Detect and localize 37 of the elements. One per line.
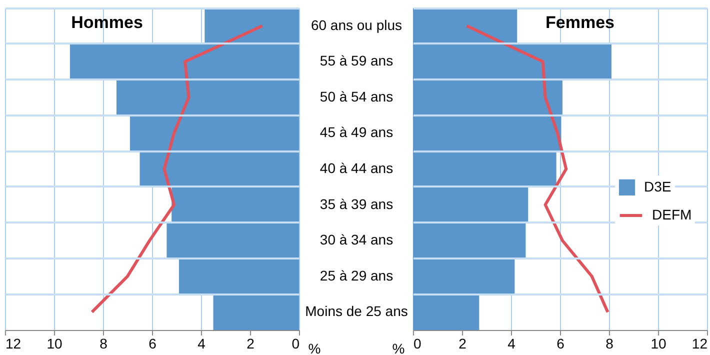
y-tick-label: 35 à 39 ans: [320, 196, 394, 212]
bar: [130, 115, 299, 152]
bar: [172, 186, 299, 223]
x-tick-label: 2: [246, 336, 255, 352]
x-axis-title: %: [392, 340, 405, 355]
y-tick-label: 50 à 54 ans: [320, 88, 394, 104]
x-tick-label: 8: [606, 336, 614, 352]
x-tick-label: 12: [692, 336, 708, 352]
chart-title: Femmes: [546, 13, 614, 32]
bar: [116, 80, 299, 116]
legend-label: DEFM: [652, 206, 692, 222]
x-tick-label: 4: [508, 336, 516, 352]
x-tick-label: 6: [556, 336, 565, 352]
x-tick-label: 4: [198, 336, 206, 352]
bar: [178, 258, 299, 294]
bar: [166, 222, 299, 258]
y-tick-label: 45 à 49 ans: [320, 124, 394, 140]
y-tick-label: 60 ans ou plus: [310, 16, 402, 33]
x-tick-label: 2: [458, 336, 467, 352]
y-tick-label: 25 à 29 ans: [320, 267, 394, 284]
bar: [70, 44, 299, 80]
x-tick-label: 10: [46, 336, 62, 352]
y-tick-label: Moins de 25 ans: [305, 303, 408, 320]
x-axis-title: %: [308, 340, 321, 355]
x-tick-label: 0: [292, 336, 300, 352]
x-tick-label: 6: [148, 336, 157, 352]
y-tick-label: 30 à 34 ans: [320, 232, 394, 248]
y-tick-label: 40 à 44 ans: [320, 160, 394, 176]
x-tick-label: 8: [100, 336, 108, 352]
bar: [140, 151, 299, 187]
legend-label: D3E: [644, 178, 672, 194]
x-tick-label: 0: [414, 336, 422, 352]
y-tick-label: 55 à 59 ans: [320, 52, 394, 69]
x-tick-label: 10: [650, 336, 666, 352]
x-tick-label: 12: [6, 336, 22, 352]
bar: [213, 294, 299, 330]
chart-title: Hommes: [71, 13, 143, 32]
